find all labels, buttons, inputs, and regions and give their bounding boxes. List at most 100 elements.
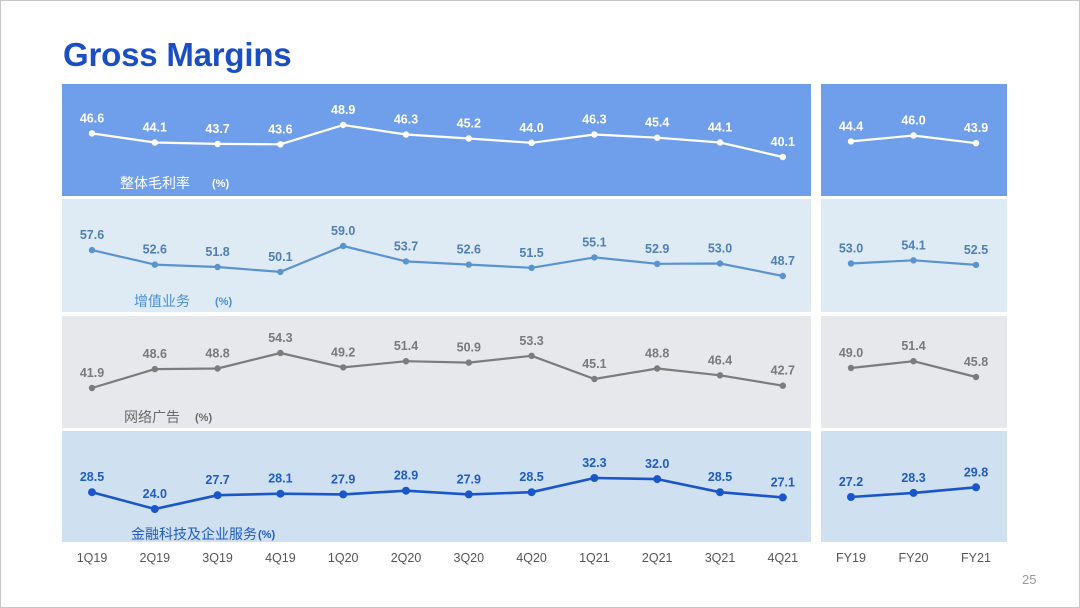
series-3-quarterly-value-label: 41.9	[80, 366, 104, 380]
series-2-quarterly-value-label: 55.1	[582, 235, 606, 249]
series-4-name-label: 金融科技及企业服务	[131, 526, 257, 543]
series-1-quarterly-point	[528, 139, 535, 146]
series-4-quarterly-value-label: 32.0	[645, 457, 669, 471]
series-3-quarterly-point	[214, 365, 221, 372]
series-2-quarterly-point	[716, 260, 724, 267]
series-1-quarterly-value-label: 45.4	[645, 116, 669, 130]
series-3-annual-value-label: 49.0	[839, 346, 863, 360]
series-4-annual-point	[972, 483, 980, 492]
series-3-quarterly-value-label: 49.2	[331, 345, 355, 359]
series-1-quarterly-value-label: 46.6	[80, 111, 104, 125]
series-1-quarterly-point	[654, 134, 661, 141]
series-1-quarterly-point	[340, 121, 347, 129]
series-3-annual-value-label: 51.4	[901, 339, 925, 353]
series-1-quarterly-point	[402, 131, 410, 138]
series-3-quarterly-value-label: 45.1	[582, 357, 606, 371]
series-3-quarterly-point	[654, 365, 661, 372]
series-1-quarterly-value-label: 44.1	[708, 121, 732, 135]
series-4-quarterly-value-label: 27.9	[457, 472, 481, 486]
series-1-quarterly-line	[91, 123, 784, 159]
series-4-quarterly-point	[778, 493, 787, 502]
series-4-annual-value-label: 27.2	[839, 475, 863, 489]
series-3-quarterly-value-label: 48.6	[143, 347, 167, 361]
series-3-quarterly-point	[591, 375, 598, 383]
series-1-quarterly-point	[88, 130, 96, 137]
series-3-quarterly-point	[528, 352, 535, 359]
series-2-quarterly-point	[591, 254, 598, 261]
series-1-quarterly-value-label: 43.7	[205, 122, 229, 136]
series-3-quarterly-value-label: 48.8	[645, 347, 669, 361]
series-1-quarterly-point	[779, 153, 786, 161]
series-2-quarterly-point	[340, 242, 347, 250]
series-4-quarterly-point	[339, 490, 348, 499]
series-1-quarterly-point	[151, 139, 158, 146]
x-axis-tick-label: 4Q20	[516, 551, 547, 565]
series-4-quarterly-value-label: 28.5	[80, 470, 104, 484]
series-4-quarterly-point	[276, 489, 285, 498]
series-1-annual-point	[847, 138, 855, 145]
series-1-quarterly-value-label: 48.9	[331, 103, 355, 117]
series-4-quarterly-value-label: 24.0	[143, 487, 167, 501]
series-4-quarterly-point	[88, 488, 96, 497]
series-4-unit-label: (%)	[258, 529, 275, 541]
x-axis-tick-label: 1Q20	[328, 551, 359, 565]
series-4-band-quarterly	[62, 431, 811, 542]
series-1-quarterly-value-label: 40.1	[771, 135, 795, 149]
series-2-annual-value-label: 53.0	[839, 242, 863, 256]
series-4-quarterly-point	[590, 474, 599, 482]
series-2-band-quarterly	[62, 199, 811, 312]
series-3-name-label: 网络广告	[124, 410, 180, 426]
series-4-annual-value-label: 29.8	[964, 465, 988, 479]
series-3-quarterly-value-label: 42.7	[771, 364, 795, 378]
slide-title: Gross Margins	[63, 36, 292, 73]
series-1-quarterly-point	[591, 131, 598, 138]
series-2-quarterly-value-label: 59.0	[331, 224, 355, 238]
series-3-quarterly-point	[716, 372, 724, 379]
series-2-band-annual	[821, 199, 1007, 312]
x-axis-tick-label: 2Q19	[140, 551, 171, 565]
series-2-quarterly-point	[402, 258, 410, 265]
series-3-quarterly-point	[465, 359, 472, 366]
series-1-quarterly-value-label: 43.6	[268, 122, 292, 136]
series-2-quarterly-value-label: 51.5	[519, 246, 543, 260]
x-axis-tick-label: 4Q21	[768, 551, 799, 565]
series-3-quarterly-point	[88, 384, 96, 392]
series-3-quarterly-value-label: 51.4	[394, 339, 418, 353]
series-4-quarterly-value-label: 28.9	[394, 469, 418, 483]
series-2-quarterly-value-label: 52.9	[645, 242, 669, 256]
series-2-annual-value-label: 52.5	[964, 243, 988, 257]
series-2-quarterly-point	[277, 268, 284, 276]
series-4-quarterly-point	[150, 505, 159, 513]
series-4-quarterly-line	[91, 476, 783, 511]
series-4-annual-value-label: 28.3	[901, 471, 925, 485]
series-3-quarterly-value-label: 46.4	[708, 353, 732, 367]
series-4-quarterly-value-label: 28.5	[519, 470, 543, 484]
series-3-quarterly-point	[779, 382, 786, 389]
series-4-quarterly-point	[527, 488, 536, 497]
series-2-quarterly-point	[151, 261, 158, 268]
series-2-quarterly-point	[528, 264, 535, 271]
series-2-quarterly-value-label: 52.6	[143, 243, 167, 257]
series-2-quarterly-line	[91, 244, 784, 278]
series-1-unit-label: (%)	[212, 178, 229, 190]
series-2-annual-point	[847, 260, 855, 267]
series-3-quarterly-value-label: 50.9	[457, 341, 481, 355]
series-2-annual-point	[972, 261, 980, 269]
series-4-quarterly-point	[402, 486, 410, 495]
x-axis-tick-label: 3Q20	[454, 551, 485, 565]
series-3-band-annual	[821, 316, 1007, 428]
series-2-quarterly-value-label: 53.7	[394, 239, 418, 253]
series-2-annual-value-label: 54.1	[901, 238, 925, 252]
series-1-quarterly-point	[277, 141, 284, 148]
series-1-annual-value-label: 43.9	[964, 121, 988, 135]
series-4-quarterly-value-label: 28.5	[708, 470, 732, 484]
series-2-quarterly-point	[779, 272, 786, 280]
series-3-quarterly-point	[340, 364, 347, 371]
series-2-annual-point	[910, 257, 917, 264]
series-1-name-label: 整体毛利率	[120, 175, 190, 192]
series-3-unit-label: (%)	[195, 412, 212, 424]
series-2-quarterly-value-label: 51.8	[205, 245, 229, 259]
series-1-annual-point	[910, 132, 917, 139]
series-2-quarterly-value-label: 53.0	[708, 242, 732, 256]
